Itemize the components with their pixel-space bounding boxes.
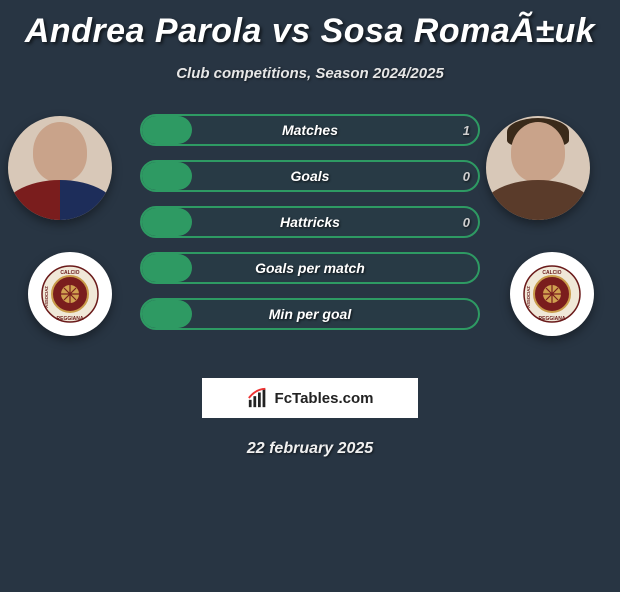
club-left-crest: CALCIO REGGIANA ASSOCIAZ bbox=[28, 252, 112, 336]
stat-label: Goals per match bbox=[142, 254, 478, 282]
stat-row: Hattricks 0 bbox=[140, 206, 480, 238]
stat-row: Min per goal bbox=[140, 298, 480, 330]
stat-label: Matches bbox=[142, 116, 478, 144]
svg-text:CALCIO: CALCIO bbox=[542, 270, 561, 276]
svg-text:REGGIANA: REGGIANA bbox=[57, 316, 84, 322]
stats-list: Matches 1 Goals 0 Hattricks 0 Goals per … bbox=[140, 114, 480, 344]
stat-label: Min per goal bbox=[142, 300, 478, 328]
stat-row: Goals per match bbox=[140, 252, 480, 284]
attribution-text: FcTables.com bbox=[275, 390, 374, 407]
player-left-avatar bbox=[8, 116, 112, 220]
stat-right-value: 0 bbox=[463, 162, 470, 190]
stat-right-value: 0 bbox=[463, 208, 470, 236]
attribution-badge: FcTables.com bbox=[202, 378, 418, 418]
stat-row: Goals 0 bbox=[140, 160, 480, 192]
svg-text:CALCIO: CALCIO bbox=[60, 270, 79, 276]
stat-row: Matches 1 bbox=[140, 114, 480, 146]
stat-label: Hattricks bbox=[142, 208, 478, 236]
player-right-avatar bbox=[486, 116, 590, 220]
page-subtitle: Club competitions, Season 2024/2025 bbox=[0, 65, 620, 82]
svg-text:ASSOCIAZ: ASSOCIAZ bbox=[44, 286, 49, 308]
comparison-date: 22 february 2025 bbox=[0, 440, 620, 458]
svg-text:REGGIANA: REGGIANA bbox=[539, 316, 566, 322]
comparison-panel: CALCIO REGGIANA ASSOCIAZ CALCIO REGGIANA… bbox=[0, 114, 620, 364]
stat-label: Goals bbox=[142, 162, 478, 190]
stat-right-value: 1 bbox=[463, 116, 470, 144]
page-title: Andrea Parola vs Sosa RomaÃ±uk bbox=[0, 12, 620, 51]
club-right-crest: CALCIO REGGIANA ASSOCIAZ bbox=[510, 252, 594, 336]
chart-icon bbox=[247, 387, 269, 409]
svg-text:ASSOCIAZ: ASSOCIAZ bbox=[526, 286, 531, 308]
